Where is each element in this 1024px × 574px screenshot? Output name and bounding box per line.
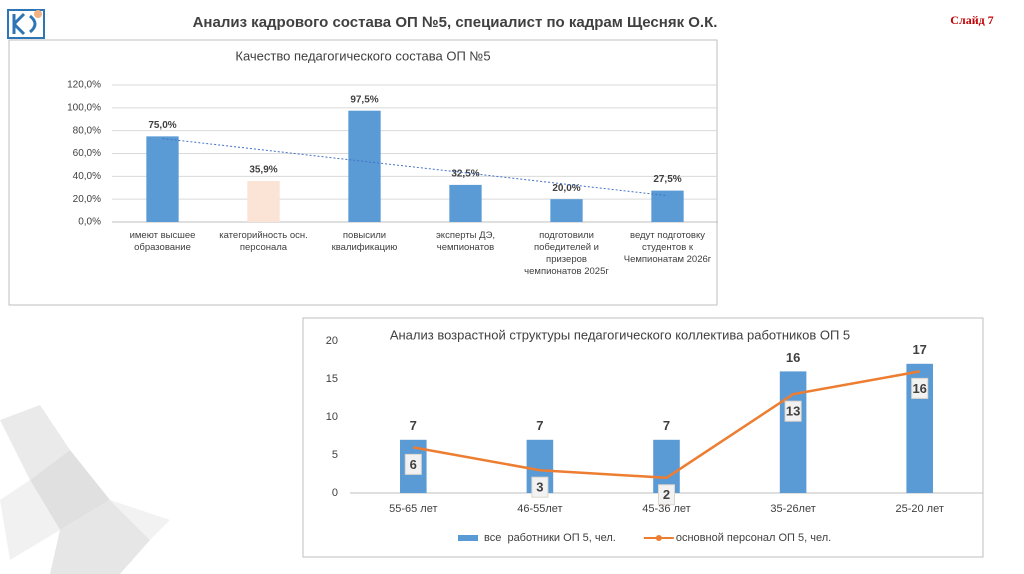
data-label: 13 [786, 404, 800, 419]
slide-number: Слайд 7 [950, 13, 993, 27]
chart-title: Качество педагогического состава ОП №5 [235, 48, 490, 63]
y-tick-label: 5 [332, 449, 338, 461]
y-tick-label: 0 [332, 487, 338, 499]
y-tick-label: 60,0% [73, 148, 101, 159]
data-label: 27,5% [653, 174, 681, 185]
x-tick-label: эксперты ДЭ, чемпионатов [435, 230, 496, 253]
data-label: 7 [410, 418, 417, 433]
legend-label: основной персонал ОП 5, чел. [676, 532, 831, 544]
x-tick-label: ведут подготовку студентов к Чемпионатам… [623, 230, 712, 265]
y-tick-label: 15 [326, 373, 338, 385]
y-tick-label: 0,0% [78, 217, 101, 228]
x-tick-label: имеют высшее образование [129, 230, 196, 253]
slide-title: Анализ кадрового состава ОП №5, специали… [193, 14, 718, 31]
data-label-box [911, 377, 929, 399]
data-label: 97,5% [350, 94, 378, 105]
bar [550, 199, 583, 222]
data-label: 32,5% [451, 169, 479, 180]
x-tick-label: 35-26лет [770, 503, 816, 515]
logo [7, 9, 45, 39]
bar [449, 184, 482, 222]
y-tick-label: 100,0% [67, 102, 101, 113]
data-label: 7 [663, 418, 670, 433]
x-tick-label: повысили квалификацию [331, 230, 398, 253]
data-label-box [404, 453, 422, 475]
data-label: 2 [663, 487, 670, 502]
data-label-box [784, 400, 802, 422]
bar [247, 181, 280, 222]
x-tick-label: категорийность осн. персонала [219, 230, 308, 253]
data-label: 35,9% [249, 165, 277, 176]
y-tick-label: 20,0% [73, 194, 101, 205]
chart-title: Анализ возрастной структуры педагогическ… [390, 327, 850, 342]
y-tick-label: 40,0% [73, 171, 101, 182]
legend-swatch [655, 535, 662, 541]
data-label: 6 [410, 457, 417, 472]
data-label-box [658, 484, 675, 506]
data-label: 3 [536, 480, 543, 495]
y-tick-label: 80,0% [73, 125, 101, 136]
bar [653, 439, 680, 493]
trendline [162, 138, 668, 197]
line [413, 370, 920, 480]
y-tick-label: 10 [326, 411, 338, 423]
x-tick-label: 46-55лет [517, 503, 563, 515]
data-label: 75,0% [148, 120, 176, 131]
legend-label: все работники ОП 5, чел. [484, 532, 616, 544]
legend-swatch [458, 535, 478, 541]
data-label-box [531, 476, 549, 498]
y-tick-label: 20 [326, 335, 338, 347]
data-label: 16 [912, 381, 926, 396]
chart-frame [8, 39, 718, 306]
y-tick-label: 120,0% [67, 80, 101, 91]
data-label: 7 [536, 418, 543, 433]
x-tick-label: 25-20 лет [895, 503, 944, 515]
data-label: 16 [786, 350, 800, 365]
chart-frame [302, 317, 984, 558]
data-label: 17 [912, 342, 926, 357]
x-tick-label: 45-36 лет [642, 503, 691, 515]
bar [651, 190, 684, 222]
data-label: 20,0% [552, 183, 580, 194]
bar [348, 110, 381, 222]
x-tick-label: 55-65 лет [389, 503, 438, 515]
decoration [0, 405, 170, 574]
bar [779, 371, 807, 493]
bar [146, 136, 179, 222]
x-tick-label: подготовили победителей и призеров чемпи… [524, 230, 609, 277]
